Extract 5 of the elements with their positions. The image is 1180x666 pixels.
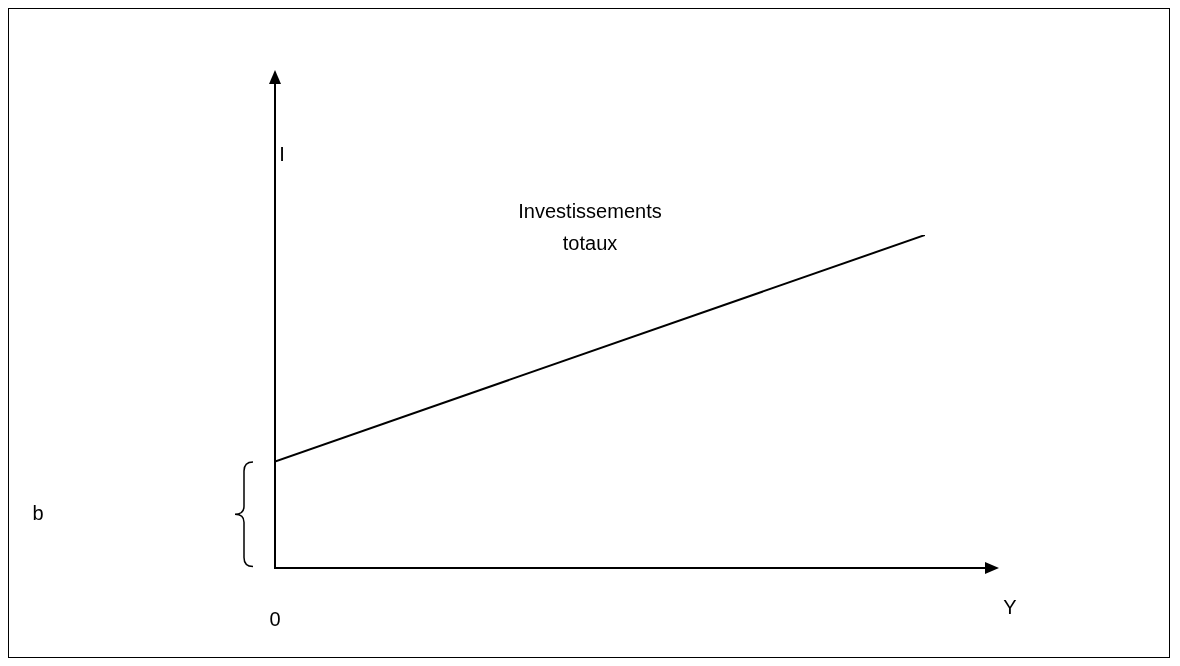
text: 0 bbox=[269, 607, 281, 630]
annotation: b bbox=[32, 502, 44, 525]
x-axis-title: Y bbox=[1003, 595, 1017, 618]
y-axis-title: I bbox=[279, 142, 285, 165]
text: Investissements totaux bbox=[518, 199, 662, 254]
